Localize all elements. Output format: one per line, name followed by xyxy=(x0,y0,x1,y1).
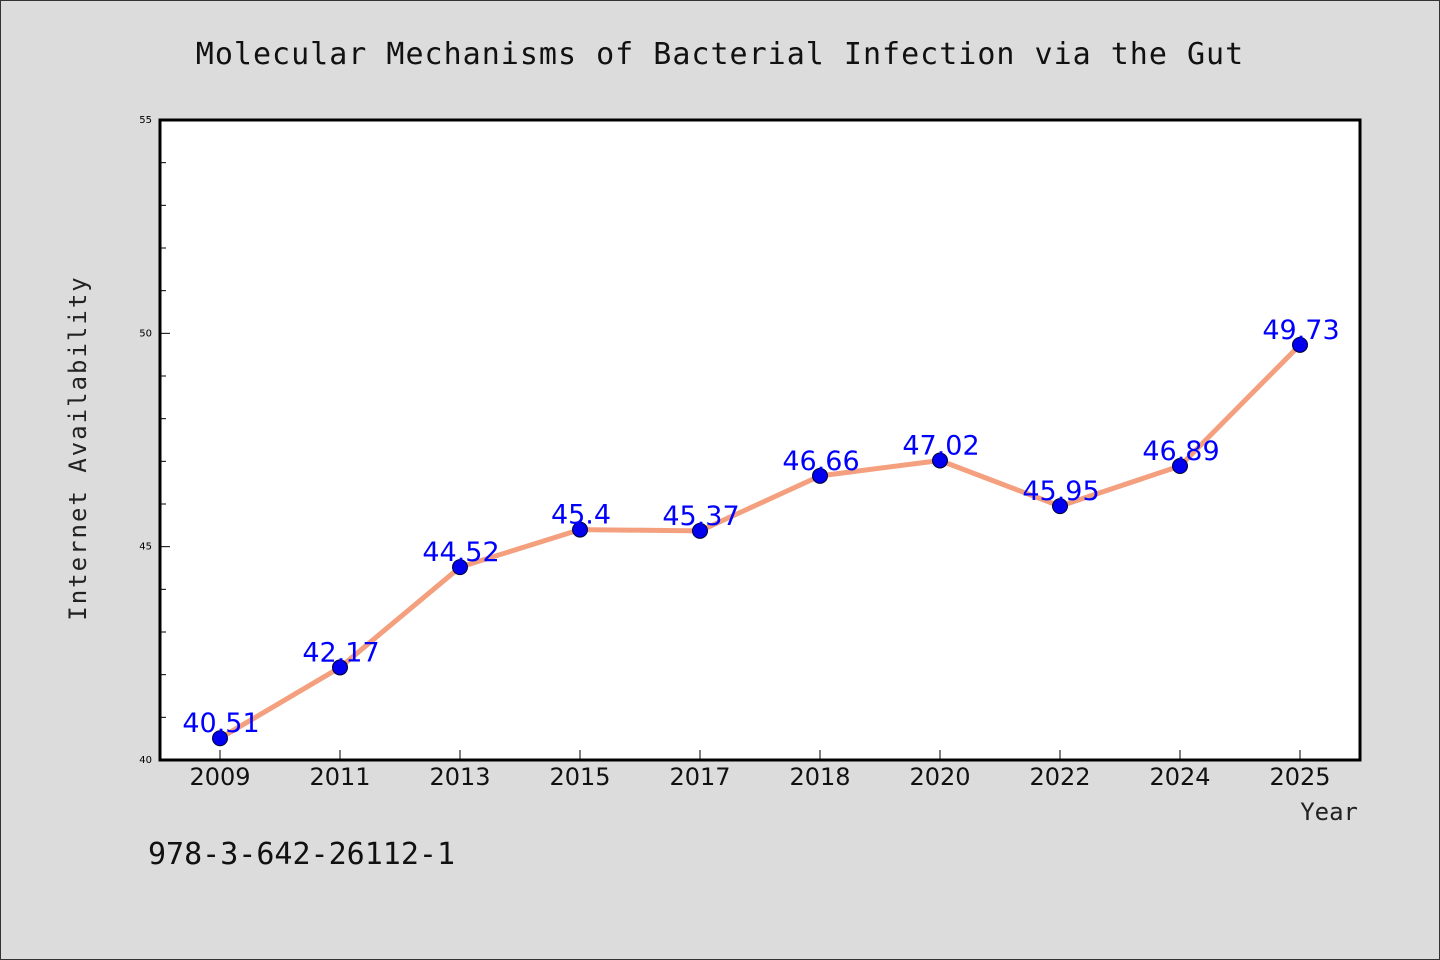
data-point xyxy=(572,521,588,538)
x-tick-label: 2024 xyxy=(1149,763,1210,791)
data-label: 47.02 xyxy=(902,430,979,461)
y-tick-label: 45 xyxy=(139,542,152,553)
data-label: 40.51 xyxy=(182,708,259,739)
y-tick-label: 55 xyxy=(139,115,152,126)
data-label: 42.17 xyxy=(302,637,379,668)
series-group: 40.51 42.17 44.52 45.4 45.37 46.66 47.02 45.95 4… xyxy=(182,315,1340,747)
x-axis-label: Year xyxy=(1300,798,1358,826)
x-tick-label: 2017 xyxy=(669,763,730,791)
data-label: 46.66 xyxy=(782,446,859,477)
y-axis: 40 45 50 55 xyxy=(139,115,170,766)
x-tick-label: 2015 xyxy=(549,763,610,791)
y-tick-label: 50 xyxy=(139,328,152,339)
x-tick-label: 2020 xyxy=(909,763,970,791)
data-label: 49.73 xyxy=(1262,315,1339,346)
data-point xyxy=(1052,498,1068,515)
data-point xyxy=(1172,458,1188,475)
x-tick-label: 2013 xyxy=(429,763,490,791)
data-label: 46.89 xyxy=(1142,436,1219,467)
data-label: 45.95 xyxy=(1022,476,1099,507)
x-axis: 2009 2011 2013 2015 2017 2018 2020 2022 2024 2025 xyxy=(189,750,1331,791)
x-tick-label: 2022 xyxy=(1029,763,1090,791)
y-tick-label: 40 xyxy=(139,755,152,766)
data-point xyxy=(932,452,948,469)
series-line xyxy=(217,342,1303,741)
data-label: 45.4 xyxy=(551,500,611,531)
y-axis-label: Internet Availability xyxy=(64,275,92,620)
x-tick-label: 2018 xyxy=(789,763,850,791)
x-tick-label: 2011 xyxy=(309,763,370,791)
chart-title: Molecular Mechanisms of Bacterial Infect… xyxy=(196,37,1244,72)
x-tick-label: 2009 xyxy=(189,763,250,791)
data-label: 44.52 xyxy=(422,537,499,568)
data-point xyxy=(812,467,828,484)
data-point xyxy=(332,659,348,676)
footer-isbn: 978-3-642-26112-1 xyxy=(148,837,455,872)
data-label: 45.37 xyxy=(662,501,739,532)
data-point xyxy=(692,522,708,539)
data-point xyxy=(452,559,468,576)
data-point xyxy=(1292,336,1308,353)
x-tick-label: 2025 xyxy=(1269,763,1330,791)
data-point xyxy=(212,730,228,747)
